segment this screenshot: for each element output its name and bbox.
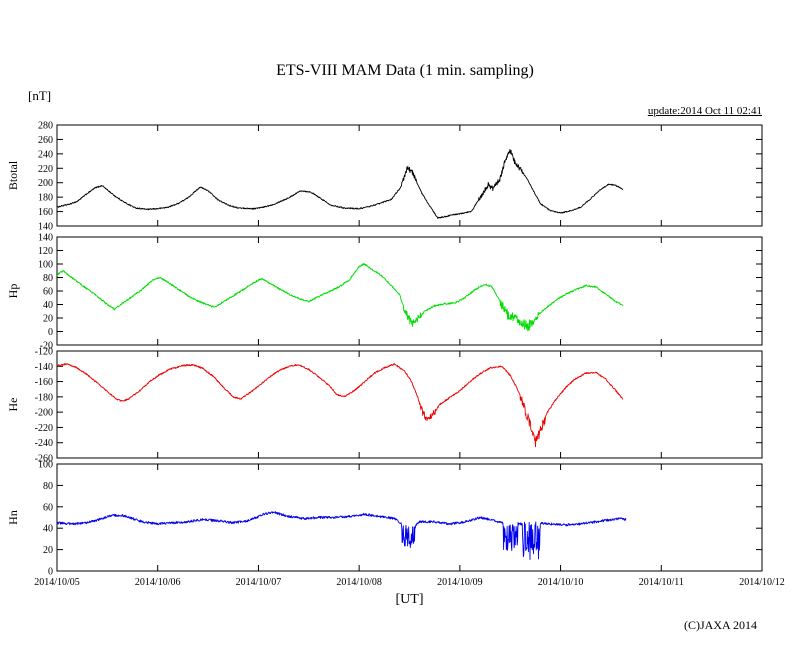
hn-panel-frame bbox=[56, 463, 763, 572]
he-ytick-label: -120 bbox=[35, 347, 53, 358]
hp-panel-frame bbox=[56, 236, 763, 346]
x-tick-label: 2014/10/09 bbox=[437, 577, 483, 588]
he-ytick-label: -200 bbox=[35, 408, 53, 419]
btotal-ytick-label: 260 bbox=[38, 135, 53, 146]
hn-ytick-label: 40 bbox=[43, 524, 53, 535]
hp-ytick-label: 0 bbox=[48, 327, 53, 338]
copyright-label: (C)JAXA 2014 bbox=[683, 618, 757, 632]
hp-ytick-label: 100 bbox=[38, 260, 53, 271]
x-tick-label: 2014/10/12 bbox=[739, 577, 785, 588]
btotal-panel-frame bbox=[56, 124, 763, 227]
x-tick-label: 2014/10/08 bbox=[336, 577, 382, 588]
hp-ytick-label: 140 bbox=[38, 233, 53, 244]
x-axis-title: [UT] bbox=[395, 592, 424, 607]
update-timestamp: update:2014 Oct 11 02:41 bbox=[647, 105, 762, 117]
panel-ylabel-he: He bbox=[6, 398, 20, 412]
hp-series-line bbox=[56, 263, 624, 332]
x-tick-label: 2014/10/06 bbox=[135, 577, 181, 588]
he-ytick-label: -240 bbox=[35, 438, 53, 449]
btotal-series-line bbox=[56, 149, 624, 219]
hn-ytick-label: 80 bbox=[43, 481, 53, 492]
chart-title: ETS-VIII MAM Data (1 min. sampling) bbox=[276, 62, 534, 79]
btotal-ytick-label: 140 bbox=[38, 222, 53, 233]
hp-ytick-label: 40 bbox=[43, 300, 53, 311]
he-ytick-label: -180 bbox=[35, 392, 53, 403]
he-ytick-label: -140 bbox=[35, 362, 53, 373]
btotal-ytick-label: 280 bbox=[38, 121, 53, 132]
hn-ytick-label: 60 bbox=[43, 502, 53, 513]
y-units-label: [nT] bbox=[28, 88, 52, 103]
btotal-ytick-label: 220 bbox=[38, 164, 53, 175]
panel-ylabel-hp: Hp bbox=[6, 284, 20, 299]
x-tick-label: 2014/10/07 bbox=[236, 577, 282, 588]
hn-ytick-label: 100 bbox=[38, 460, 53, 471]
x-tick-label: 2014/10/05 bbox=[34, 577, 80, 588]
btotal-ytick-label: 200 bbox=[38, 178, 53, 189]
hp-ytick-label: -20 bbox=[40, 341, 53, 352]
hp-ytick-label: 120 bbox=[38, 246, 53, 257]
panel-ylabel-btotal: Btotal bbox=[6, 160, 20, 190]
btotal-ytick-label: 160 bbox=[38, 207, 53, 218]
he-ytick-label: -220 bbox=[35, 423, 53, 434]
he-ytick-label: -260 bbox=[35, 454, 53, 465]
hp-ytick-label: 20 bbox=[43, 314, 53, 325]
x-tick-label: 2014/10/11 bbox=[639, 577, 684, 588]
he-series-line bbox=[56, 363, 624, 448]
hp-ytick-label: 60 bbox=[43, 287, 53, 298]
panel-ylabel-hn: Hn bbox=[6, 510, 20, 525]
hn-ytick-label: 0 bbox=[48, 567, 53, 578]
btotal-ytick-label: 240 bbox=[38, 149, 53, 160]
x-tick-label: 2014/10/10 bbox=[538, 577, 584, 588]
hp-ytick-label: 80 bbox=[43, 273, 53, 284]
hn-ytick-label: 20 bbox=[43, 545, 53, 556]
he-panel-frame bbox=[56, 350, 763, 459]
btotal-ytick-label: 180 bbox=[38, 193, 53, 204]
hn-series-line bbox=[56, 511, 627, 560]
he-ytick-label: -160 bbox=[35, 377, 53, 388]
